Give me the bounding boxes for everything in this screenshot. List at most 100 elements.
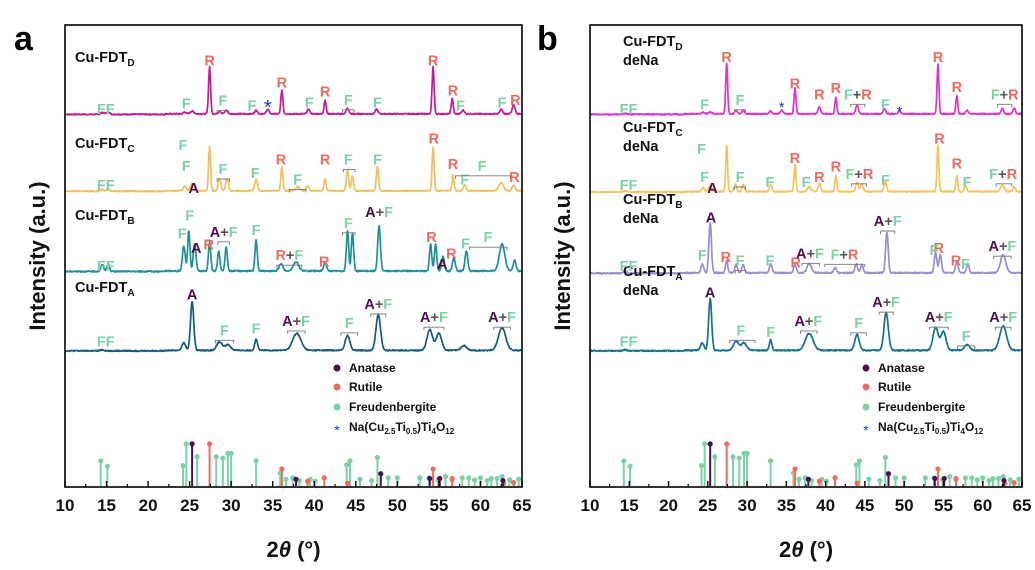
peak-annotation: R: [951, 254, 962, 270]
formula: O: [965, 420, 974, 434]
reference-stick-head-freud: [962, 475, 969, 481]
reference-stick-head-freud: [459, 475, 465, 481]
x-tick-label: 25: [698, 496, 717, 515]
reference-stick-head-freud: [283, 476, 289, 482]
xrd-trace-C-deNa: [589, 144, 1023, 194]
peak-bracket: [850, 103, 866, 108]
peak-annotation: R: [276, 152, 287, 168]
reference-stick-head-rutile: [321, 475, 327, 481]
annotation-part: F: [844, 87, 853, 103]
x-axis-label-theta: θ: [279, 537, 291, 562]
formula-sub: 12: [445, 427, 454, 436]
reference-stick-head-freud: [213, 454, 219, 460]
x-tick-label: 35: [777, 496, 796, 515]
x-tick-label: 20: [659, 496, 678, 515]
annotation-part: F: [439, 310, 448, 326]
peak-annotation: R: [446, 246, 457, 262]
reference-stick-head-freud: [220, 455, 226, 461]
legend-marker: [333, 364, 341, 372]
peak-bracket: [423, 326, 445, 331]
reference-stick-head-anatase: [941, 475, 947, 482]
legend-entry: Rutile: [878, 380, 912, 394]
series-label: Cu-FDTC: [623, 120, 683, 139]
peak-annotation: R: [204, 237, 215, 253]
peak-annotation: R: [934, 132, 945, 148]
x-tick-label: 20: [139, 496, 158, 515]
peak-annotation: F: [252, 223, 261, 239]
annotation-part: A: [872, 295, 883, 311]
formula: Ti: [395, 420, 405, 434]
peak-annotation: F+R: [831, 247, 859, 263]
reference-stick-head-freud: [194, 454, 200, 460]
reference-stick-head-rutile: [344, 480, 351, 486]
reference-stick-head-freud: [730, 454, 736, 460]
reference-stick-head-freud: [892, 475, 899, 481]
annotation-part: +: [805, 314, 813, 330]
formula: Ti: [924, 420, 934, 434]
reference-stick-head-freud: [947, 473, 953, 480]
peak-annotation: A+F: [872, 295, 900, 311]
annotation-part: F: [813, 314, 822, 330]
series-label-line2: deNa: [623, 53, 659, 69]
reference-stick-head-freud: [466, 475, 472, 481]
annotation-part: A: [488, 310, 499, 326]
series-label-main: Cu-FDT: [75, 136, 127, 152]
peak-annotation: R: [933, 50, 944, 66]
reference-stick-head-freud: [736, 455, 742, 461]
peak-annotation: F: [248, 98, 257, 114]
reference-stick-head-rutile: [792, 466, 798, 472]
xrd-trace-D-deNa: [589, 62, 1023, 116]
annotation-part: A: [988, 239, 999, 255]
reference-stick-head-freud: [823, 478, 830, 484]
reference-stick-head-anatase: [293, 476, 299, 482]
peak-annotation: A+F: [794, 314, 822, 330]
peak-bracket: [880, 230, 896, 234]
annotation-part: A: [282, 314, 293, 330]
reference-stick-head-anatase: [1001, 477, 1007, 484]
annotation-part: F: [294, 248, 303, 264]
series-label-main: Cu-FDT: [623, 120, 675, 136]
x-tick-label: 40: [816, 496, 835, 515]
reference-stick-head-freud: [866, 476, 872, 482]
annotation-part: F: [507, 310, 516, 326]
peak-annotation: R: [510, 93, 521, 109]
annotation-part: +: [1000, 87, 1008, 103]
legend-marker: [862, 403, 870, 411]
peak-annotation: F: [484, 230, 493, 246]
xrd-trace-D: [64, 65, 523, 116]
peak-bracket: [216, 110, 230, 114]
reference-stick-head-anatase: [500, 477, 506, 484]
reference-stick-head-freud: [98, 458, 104, 464]
reference-stick-head-rutile: [1011, 480, 1017, 486]
series-label: Cu-FDTB: [623, 192, 683, 211]
peak-annotation: FF: [97, 178, 115, 194]
annotation-part: +: [220, 225, 228, 241]
formula-sub: 0.5: [935, 427, 947, 436]
annotation-part: R: [1008, 87, 1019, 103]
series-label-main: Cu-FDT: [623, 34, 675, 50]
peak-annotation: R: [814, 87, 825, 103]
reference-stick-head-freud: [344, 462, 350, 468]
series-label-subscript: C: [675, 128, 682, 139]
peak-annotation: R: [277, 76, 288, 92]
x-axis-label-theta: θ: [791, 537, 803, 562]
annotation-part: +: [1000, 310, 1008, 326]
y-axis-label: Intensity (a.u.): [550, 181, 575, 330]
series-label-line2: deNa: [623, 211, 659, 227]
reference-stick-head-freud: [472, 477, 478, 483]
peak-annotation: F: [182, 159, 191, 175]
peak-bracket: [370, 313, 387, 317]
peak-annotation: F: [962, 329, 971, 345]
annotation-part: A: [420, 310, 431, 326]
peak-annotation: F: [478, 159, 487, 175]
reference-stick-head-freud: [901, 475, 907, 481]
peak-bracket: [993, 255, 1012, 260]
reference-stick-head-freud: [477, 475, 484, 481]
peak-annotation: R: [721, 50, 732, 66]
annotation-part: A: [796, 246, 807, 262]
legend-entry: Anatase: [878, 361, 925, 375]
annotation-part: A: [925, 310, 936, 326]
formula-sub: 0.5: [406, 427, 418, 436]
peak-annotation: A: [187, 288, 198, 304]
annotation-part: F: [229, 225, 238, 241]
